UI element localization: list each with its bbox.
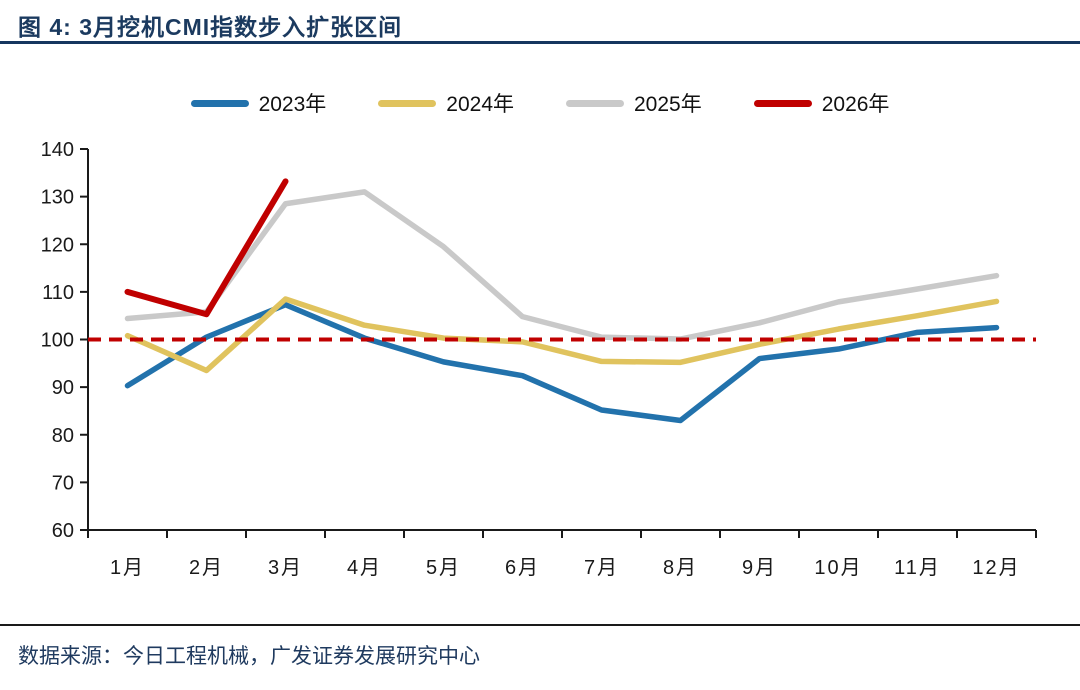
svg-text:110: 110: [42, 282, 74, 304]
figure-title-bar: 图 4: 3月挖机CMI指数步入扩张区间: [0, 0, 1080, 44]
line-chart: 60 70 80 90 100 110 120 130 140 1月 2月 3月 4月 5月 6月 7月 8月 9…: [41, 139, 1037, 579]
legend-swatch-2024: [378, 99, 437, 107]
svg-text:100: 100: [41, 330, 74, 352]
legend-item-2025: 2025年: [566, 88, 702, 118]
svg-text:9月: 9月: [742, 557, 777, 579]
legend-item-2024: 2024年: [378, 88, 514, 118]
figure-title: 图 4: 3月挖机CMI指数步入扩张区间: [18, 14, 403, 40]
svg-text:3月: 3月: [268, 557, 303, 579]
source-bar: 数据来源：今日工程机械，广发证券发展研究中心: [0, 624, 1080, 670]
svg-text:120: 120: [41, 234, 74, 256]
legend-label-2023: 2023年: [258, 93, 327, 116]
legend-swatch-2025: [566, 99, 624, 107]
svg-text:1月: 1月: [110, 557, 145, 579]
data-source-text: 数据来源：今日工程机械，广发证券发展研究中心: [18, 644, 480, 668]
svg-text:6月: 6月: [505, 557, 540, 579]
legend-item-2023: 2023年: [190, 88, 327, 118]
svg-text:11月: 11月: [894, 557, 941, 579]
svg-text:70: 70: [52, 472, 74, 494]
legend-label-2026: 2026年: [821, 93, 890, 116]
svg-text:140: 140: [41, 139, 74, 161]
legend-label-2025: 2025年: [634, 93, 702, 116]
svg-text:90: 90: [52, 377, 74, 399]
legend-label-2024: 2024年: [446, 93, 514, 116]
svg-text:5月: 5月: [426, 557, 461, 579]
svg-text:4月: 4月: [347, 557, 382, 579]
svg-text:130: 130: [41, 187, 74, 209]
legend-swatch-2026: [753, 99, 812, 107]
legend-swatch-2023: [190, 99, 249, 107]
svg-text:10月: 10月: [814, 557, 862, 579]
svg-text:12月: 12月: [972, 557, 1020, 579]
svg-text:2月: 2月: [189, 557, 224, 579]
svg-text:60: 60: [52, 520, 74, 542]
svg-text:7月: 7月: [584, 557, 619, 579]
chart-figure: 2023年 2024年 2025年 2026年 60 70 80 90 100 110 12…: [0, 44, 1080, 624]
chart-legend: 2023年 2024年 2025年 2026年: [0, 88, 1080, 118]
svg-text:80: 80: [52, 425, 74, 447]
svg-text:8月: 8月: [663, 557, 698, 579]
legend-item-2026: 2026年: [753, 88, 890, 118]
